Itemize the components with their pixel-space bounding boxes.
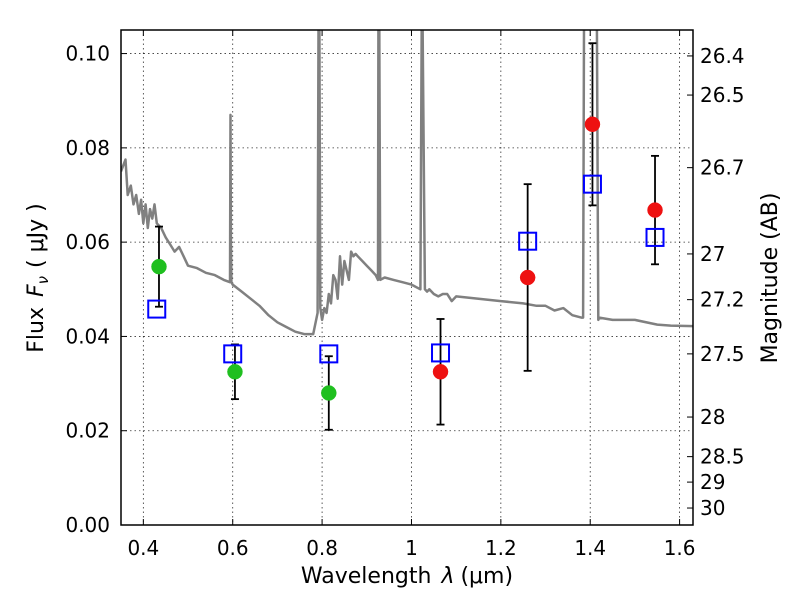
x-tick-labels: 0.4 0.6 0.8 1 1.2 1.4 1.6 [127, 536, 695, 560]
y-tick-label: 0.02 [65, 419, 110, 443]
y-tick-labels: 0.00 0.02 0.04 0.06 0.08 0.10 [65, 42, 110, 537]
y-tick-label: 0.00 [65, 513, 110, 537]
spectrum-path [121, 30, 693, 336]
x-tick-label: 1.2 [485, 536, 517, 560]
model-square-marker [223, 344, 243, 364]
x-axis-label: Wavelength λ (μm) [301, 564, 513, 589]
grid-lines [121, 30, 693, 526]
plot-background [121, 30, 693, 525]
x-tick-label: 0.8 [306, 536, 338, 560]
observed-flux-point [519, 269, 536, 286]
model-square-marker [582, 174, 602, 194]
model-square-marker [645, 227, 665, 247]
y2-tick-label: 28.5 [700, 445, 745, 469]
model-square-marker [431, 343, 451, 363]
y-tick-label: 0.04 [65, 324, 110, 348]
y2-tick-label: 29 [700, 470, 725, 494]
y-tick-label: 0.06 [65, 230, 110, 254]
y2-tick-label: 26.7 [700, 156, 745, 180]
x-tick-label: 1 [405, 536, 418, 560]
model-square-marker [319, 344, 339, 364]
data-points [147, 116, 665, 401]
y-tick-label: 0.08 [65, 136, 110, 160]
y2-tick-label: 26.5 [700, 83, 745, 107]
observed-flux-point [647, 202, 663, 218]
y2-tick-label: 27.5 [700, 342, 745, 366]
y-axis-label: FluxFν( μJy ) [24, 203, 52, 352]
x-tick-label: 1.4 [574, 536, 606, 560]
y2-tick-label: 30 [700, 496, 725, 520]
y2-tick-label: 27 [700, 242, 725, 266]
observed-flux-point [227, 364, 243, 380]
model-square-marker [518, 231, 538, 251]
model-square-marker [147, 299, 167, 319]
observed-flux-point [151, 258, 167, 275]
observed-flux-point [321, 385, 337, 401]
plot-frame [120, 29, 694, 526]
axis-ticks [121, 30, 693, 526]
x-tick-label: 0.6 [217, 536, 249, 560]
observed-flux-point [432, 364, 449, 380]
template-spectrum-line [121, 30, 693, 336]
y2-axis-label: Magnitude (AB) [758, 193, 783, 364]
y-tick-label: 0.10 [65, 42, 110, 66]
x-tick-label: 1.6 [664, 536, 696, 560]
y2-tick-label: 26.4 [700, 44, 745, 68]
x-tick-label: 0.4 [127, 536, 159, 560]
observed-flux-point [584, 116, 601, 133]
y2-tick-label: 27.2 [700, 288, 745, 312]
y2-tick-label: 28 [700, 405, 725, 429]
